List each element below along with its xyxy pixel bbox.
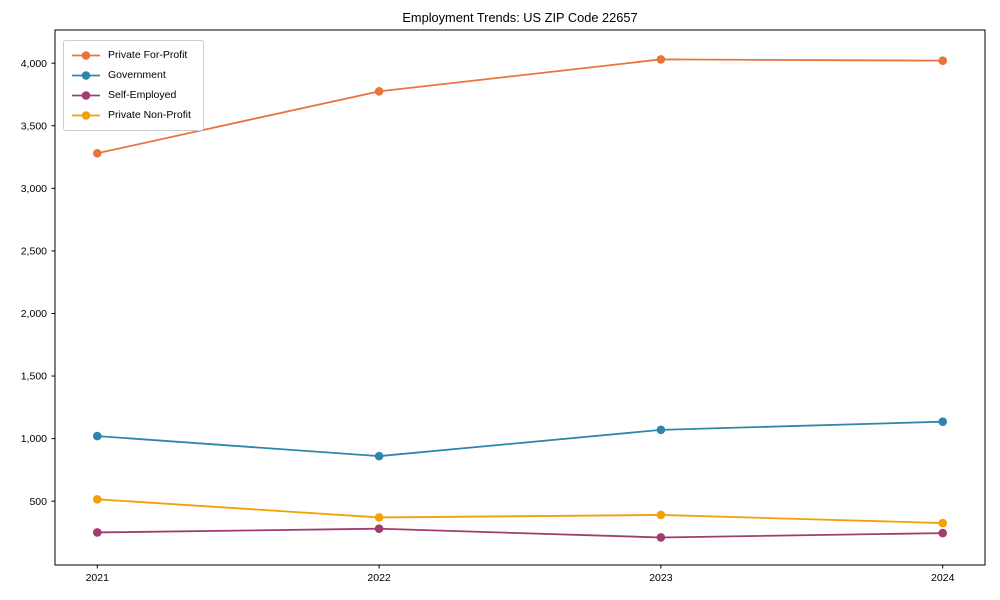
legend-item-private-for-profit: Private For-Profit xyxy=(64,45,203,65)
data-point-private-for-profit-2023 xyxy=(656,55,666,64)
legend: Private For-Profit Government Self-Employe… xyxy=(63,40,204,131)
y-tick-label: 3,500 xyxy=(21,120,47,132)
data-point-private-for-profit-2022 xyxy=(374,87,384,96)
legend-marker-private-non-profit xyxy=(72,110,100,120)
data-point-government-2021 xyxy=(92,431,102,441)
data-point-private-for-profit-2021 xyxy=(92,148,102,158)
y-tick-label: 1,000 xyxy=(21,433,47,445)
x-tick-label: 2021 xyxy=(86,572,110,584)
legend-label-government: Government xyxy=(108,69,166,81)
y-tick-label: 2,000 xyxy=(21,308,47,320)
legend-marker-government xyxy=(72,70,100,80)
data-point-private-non-profit-2021 xyxy=(92,494,102,504)
legend-label-private-for-profit: Private For-Profit xyxy=(108,49,188,61)
data-point-self-employed-2024 xyxy=(938,528,948,538)
x-tick-label: 2024 xyxy=(931,572,955,584)
legend-label-self-employed: Self-Employed xyxy=(108,89,177,101)
data-point-private-non-profit-2022 xyxy=(374,513,384,522)
y-tick-label: 2,500 xyxy=(21,245,47,257)
data-point-government-2023 xyxy=(656,425,666,435)
x-tick-label: 2022 xyxy=(367,572,391,584)
legend-marker-private-for-profit xyxy=(72,50,100,60)
data-point-government-2022 xyxy=(374,451,384,461)
y-tick-label: 3,000 xyxy=(21,183,47,195)
series-line-private-for-profit xyxy=(96,58,944,155)
data-point-private-for-profit-2024 xyxy=(938,56,948,65)
legend-item-private-non-profit: Private Non-Profit xyxy=(64,105,203,125)
data-point-private-non-profit-2023 xyxy=(656,510,666,520)
legend-marker-self-employed xyxy=(72,90,100,100)
legend-label-private-non-profit: Private Non-Profit xyxy=(108,109,191,121)
y-tick-label: 4,000 xyxy=(21,58,47,70)
legend-item-self-employed: Self-Employed xyxy=(64,85,203,105)
y-tick-label: 1,500 xyxy=(21,371,47,383)
data-point-government-2024 xyxy=(938,417,948,427)
plot-spines xyxy=(54,29,986,566)
series-line-government xyxy=(96,420,944,458)
chart-title: Employment Trends: US ZIP Code 22657 xyxy=(402,10,638,25)
series-line-private-non-profit xyxy=(96,498,944,524)
data-point-self-employed-2023 xyxy=(656,533,666,542)
data-point-self-employed-2021 xyxy=(92,528,102,537)
legend-item-government: Government xyxy=(64,65,203,85)
series-line-self-employed xyxy=(96,527,944,539)
x-tick-label: 2023 xyxy=(649,572,673,584)
data-point-self-employed-2022 xyxy=(374,524,384,534)
y-tick-label: 500 xyxy=(29,496,47,508)
data-point-private-non-profit-2024 xyxy=(938,518,948,528)
